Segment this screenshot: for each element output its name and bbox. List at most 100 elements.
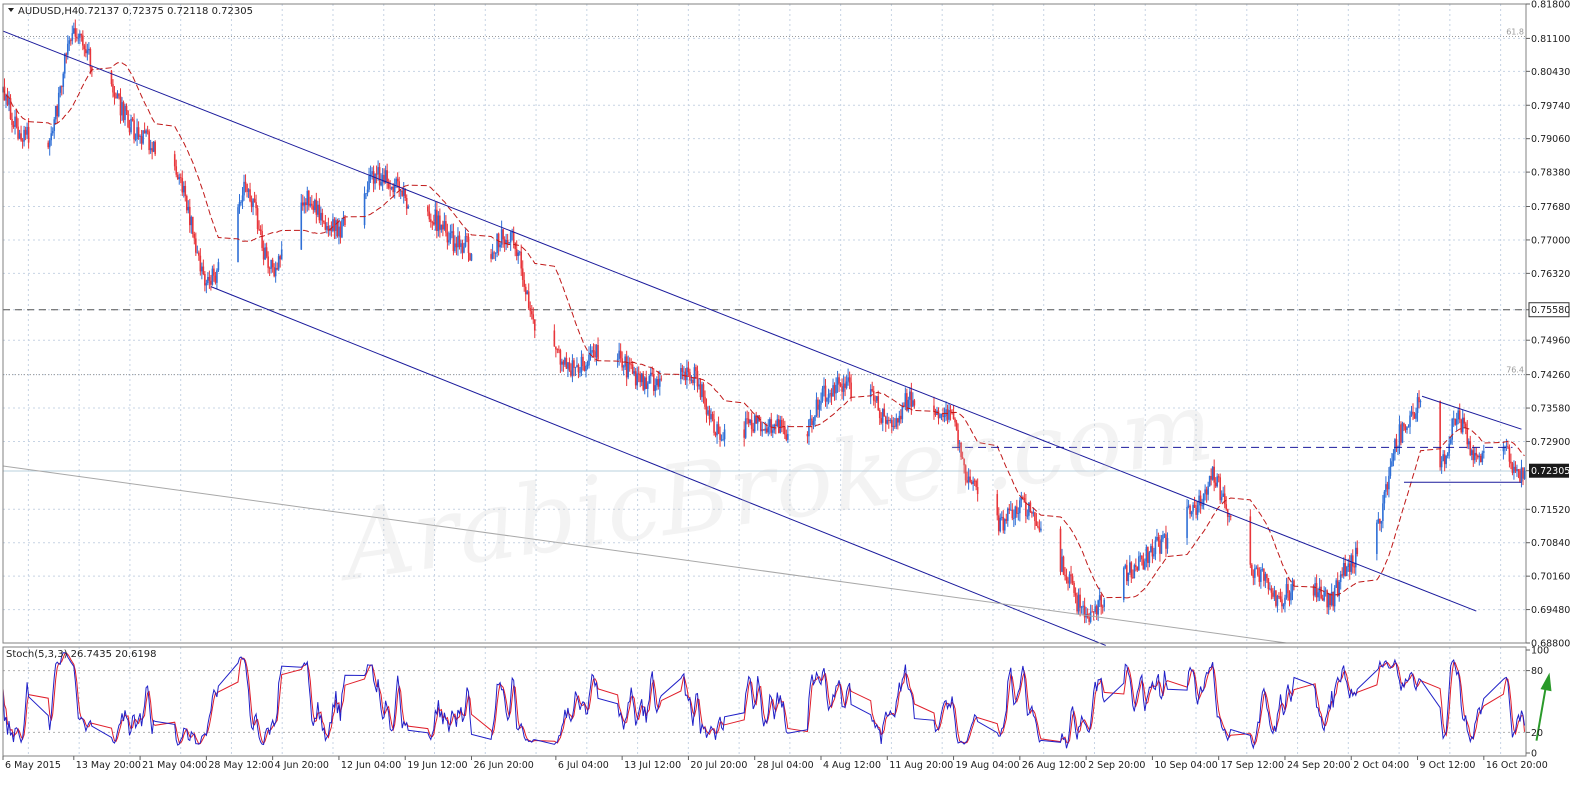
candle-body (1389, 466, 1392, 476)
candle-body (963, 458, 965, 466)
candle-body (1400, 424, 1402, 443)
candle-body (320, 212, 322, 221)
candle-body (1475, 452, 1478, 456)
candle-body (1321, 598, 1324, 601)
y-tick-label: 0.71520 (1531, 505, 1570, 516)
candle-body (708, 410, 711, 420)
candle-body (1190, 511, 1193, 515)
candle-body (702, 384, 705, 397)
candle-body (368, 175, 370, 190)
candle-body (1282, 604, 1285, 607)
stoch-y-tick-label: 80 (1531, 666, 1543, 677)
candle-body (1251, 564, 1253, 576)
candle-body (1062, 556, 1065, 575)
candle-body (553, 330, 556, 347)
candle-body (652, 374, 655, 392)
candle-body (116, 93, 119, 99)
candle-body (497, 233, 500, 248)
candle-body (576, 365, 578, 367)
candle-body (1100, 595, 1102, 607)
candle-body (1005, 519, 1008, 521)
candle-body (1207, 486, 1209, 495)
candle-body (1376, 522, 1378, 554)
candle-body (806, 433, 809, 437)
candle-body (255, 202, 257, 209)
symbol-menu-arrow-icon[interactable] (8, 8, 14, 12)
candle-body (1008, 508, 1011, 511)
candle-body (3, 86, 6, 101)
candle-body (204, 274, 206, 286)
candle-body (448, 240, 450, 243)
candle-body (12, 124, 15, 127)
candle-body (720, 439, 723, 441)
candle-body (259, 229, 262, 232)
candle-body (509, 232, 512, 243)
candle-body (213, 268, 215, 276)
candle-body (1288, 593, 1291, 601)
candle-body (208, 277, 211, 281)
candle-body (835, 384, 837, 394)
candle-body (939, 414, 941, 419)
candle-body (704, 396, 706, 407)
candle-body (252, 198, 254, 208)
candle-body (515, 249, 518, 256)
candle-body (1148, 552, 1151, 563)
candle-body (402, 188, 405, 196)
candle-body (630, 364, 632, 366)
y-tick-label: 0.74960 (1531, 336, 1570, 347)
candle-body (1254, 568, 1256, 578)
candle-body (1264, 574, 1267, 581)
candle-body (1342, 563, 1345, 576)
candle-body (1312, 585, 1315, 596)
candle-body (1522, 467, 1524, 479)
candle-body (1333, 587, 1336, 607)
candle-body (140, 136, 143, 144)
candle-body (146, 130, 149, 132)
candle-body (136, 127, 138, 139)
candle-body (633, 371, 635, 374)
candle-body (699, 384, 702, 398)
candle-body (696, 370, 699, 387)
candle-body (5, 95, 7, 101)
candle-body (1348, 563, 1351, 572)
candle-body (523, 279, 526, 287)
candle-body (1507, 446, 1509, 448)
candle-body (389, 187, 391, 189)
candle-body (884, 416, 887, 424)
candle-body (1249, 516, 1252, 565)
candle-body (1267, 578, 1270, 590)
candle-body (1151, 546, 1154, 557)
candle-body (1415, 413, 1417, 419)
candle-body (1439, 401, 1441, 468)
candle-body (1019, 500, 1021, 514)
candle-body (565, 358, 568, 369)
candle-body (381, 174, 384, 183)
y-tick-label: 0.78380 (1531, 168, 1570, 179)
x-tick-label: 4 Jun 20:00 (275, 760, 329, 771)
candle-body (1327, 593, 1330, 608)
stoch-y-tick-label: 20 (1531, 728, 1543, 739)
candle-body (1392, 453, 1395, 462)
candle-body (942, 414, 944, 418)
candle-body (955, 422, 958, 430)
candle-body (338, 226, 340, 237)
candle-body (585, 365, 587, 372)
candle-body (1196, 505, 1199, 515)
candle-body (77, 37, 80, 39)
candle-body (433, 222, 435, 225)
candle-body (1094, 606, 1096, 612)
price-tag: 0.72305 (1531, 466, 1570, 477)
candle-body (1315, 583, 1318, 598)
candle-body (74, 28, 77, 37)
candle-body (1213, 466, 1215, 483)
y-tick-label: 0.72900 (1531, 437, 1570, 448)
candle-body (1326, 590, 1328, 608)
candle-body (80, 33, 83, 36)
candle-body (431, 221, 434, 223)
candle-body (643, 377, 646, 390)
stoch-panel-border (2, 646, 1527, 757)
level-label: 61.8 (1506, 27, 1524, 36)
candle-body (973, 480, 976, 482)
candle-body (184, 185, 187, 197)
